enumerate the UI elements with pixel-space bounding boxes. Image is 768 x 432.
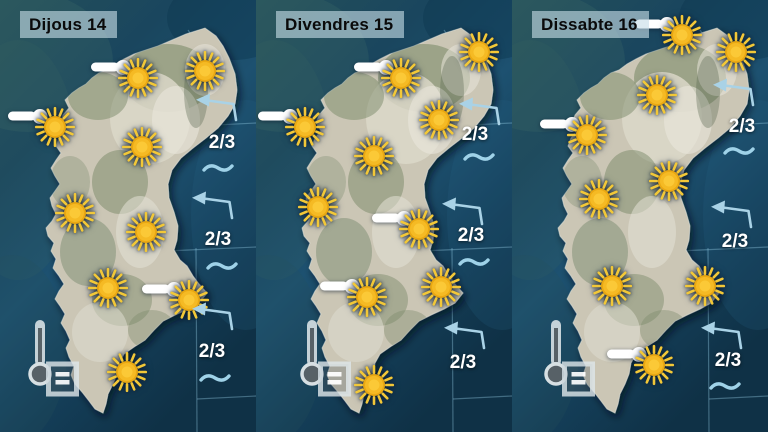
wind-arrow-icon — [186, 188, 236, 222]
sun-icon — [352, 134, 396, 178]
day-title: Divendres 15 — [285, 15, 394, 34]
sun-icon — [577, 177, 621, 221]
sun-icon — [417, 98, 461, 142]
sun-icon — [183, 49, 227, 93]
weather-symbols-layer: 2/3 2/3 2/3 — [256, 0, 512, 432]
wind-force-label: 2/3 — [198, 341, 226, 362]
sun-icon — [53, 191, 97, 235]
sun-icon — [457, 30, 501, 74]
wind-arrow-icon — [695, 318, 745, 352]
wind-arrow-icon — [438, 318, 488, 352]
sun-icon — [683, 264, 727, 308]
forecast-panel-2: 2/3 2/3 2/3 Divendres 15 — [256, 0, 512, 432]
thermometer-icon — [539, 115, 581, 134]
thermometer-icon — [141, 280, 183, 299]
sun-icon — [33, 105, 77, 149]
wind-arrow-icon — [705, 197, 755, 231]
wind-force-label: 2/3 — [208, 132, 236, 153]
day-title: Dijous 14 — [29, 15, 107, 34]
sun-icon — [590, 264, 634, 308]
wind-force-label: 2/3 — [714, 350, 742, 371]
sun-icon — [379, 56, 423, 100]
wind-force-label: 2/3 — [204, 229, 232, 250]
wave-icon — [722, 144, 756, 158]
sun-icon — [167, 278, 211, 322]
wind-force-label: 2/3 — [449, 352, 477, 373]
wind-force-label: 2/3 — [457, 225, 485, 246]
thermometer-icon — [7, 107, 49, 126]
wave-icon — [198, 371, 232, 385]
thermometer-icon — [90, 58, 132, 77]
wind-arrow-icon — [186, 299, 236, 333]
sun-icon — [565, 113, 609, 157]
sun-icon — [397, 207, 441, 251]
sun-icon — [419, 265, 463, 309]
thermometer-icon — [371, 209, 413, 228]
sun-icon — [345, 275, 389, 319]
temperature-trend-steady-legend — [538, 318, 596, 400]
sun-icon — [120, 125, 164, 169]
thermometer-icon — [319, 277, 361, 296]
day-header: Dissabte 16 — [532, 11, 649, 38]
sun-icon — [105, 350, 149, 394]
wave-icon — [457, 255, 491, 269]
wave-icon — [205, 259, 239, 273]
sun-icon — [116, 56, 160, 100]
sun-icon — [714, 30, 758, 74]
sun-icon — [647, 159, 691, 203]
wind-arrow-icon — [190, 90, 240, 124]
thermometer-icon — [257, 107, 299, 126]
wind-force-label: 2/3 — [721, 231, 749, 252]
sun-icon — [283, 105, 327, 149]
temperature-trend-steady-legend — [22, 318, 80, 400]
wind-arrow-icon — [436, 194, 486, 228]
day-title: Dissabte 16 — [541, 15, 638, 34]
day-header: Dijous 14 — [20, 11, 118, 38]
wave-icon — [201, 161, 235, 175]
sun-icon — [635, 73, 679, 117]
temperature-trend-steady-legend — [294, 318, 352, 400]
forecast-panel-1: 2/3 2/3 2/3 Dijous 14 — [0, 0, 256, 432]
sun-icon — [660, 13, 704, 57]
satellite-map — [512, 0, 768, 432]
wave-icon — [462, 150, 496, 164]
forecast-panel-3: 2/3 2/3 2/3 Dissabte 16 — [512, 0, 768, 432]
thermometer-icon — [606, 345, 648, 364]
sun-icon — [296, 185, 340, 229]
day-header: Divendres 15 — [276, 11, 405, 38]
wind-arrow-icon — [707, 75, 757, 109]
sun-icon — [632, 343, 676, 387]
weather-symbols-layer: 2/3 2/3 2/3 — [0, 0, 256, 432]
sun-icon — [124, 210, 168, 254]
wave-icon — [708, 379, 742, 393]
thermometer-icon — [353, 58, 395, 77]
sun-icon — [86, 266, 130, 310]
sun-icon — [352, 363, 396, 407]
weather-symbols-layer: 2/3 2/3 2/3 — [512, 0, 768, 432]
wind-force-label: 2/3 — [461, 124, 489, 145]
wind-force-label: 2/3 — [728, 116, 756, 137]
wind-arrow-icon — [453, 94, 503, 128]
